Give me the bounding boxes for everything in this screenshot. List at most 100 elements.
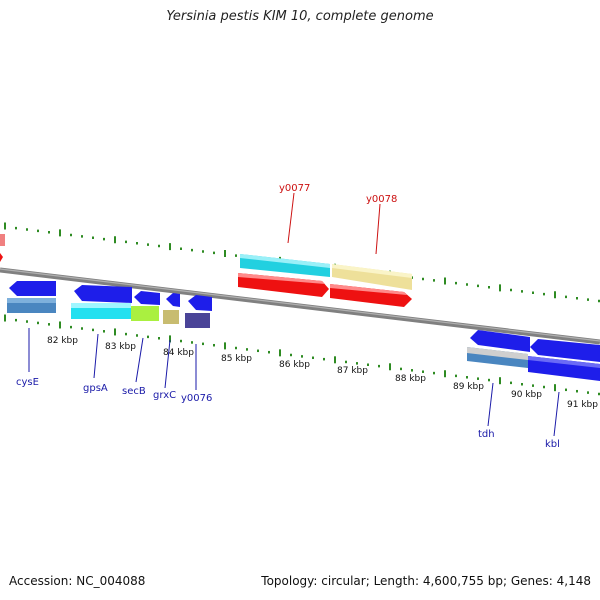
track-dot bbox=[378, 364, 380, 368]
track-dot bbox=[202, 342, 204, 346]
track-major-tick bbox=[334, 356, 336, 364]
accession-label: Accession: bbox=[9, 574, 73, 588]
track-dot bbox=[257, 349, 259, 353]
track-dot bbox=[37, 229, 39, 233]
track-major-tick bbox=[114, 328, 116, 336]
track-dot bbox=[598, 299, 600, 303]
track-dot bbox=[125, 332, 127, 336]
track-major-tick bbox=[169, 335, 171, 343]
tick-label: 82 kbp bbox=[47, 336, 78, 346]
track-dot bbox=[290, 353, 292, 357]
gene-label[interactable]: y0076 bbox=[181, 393, 212, 404]
track-major-tick bbox=[4, 222, 6, 230]
track-dot bbox=[466, 283, 468, 286]
track-dot bbox=[70, 233, 72, 237]
topology-value: circular bbox=[321, 574, 366, 588]
track-dot bbox=[48, 231, 50, 234]
accession-footer: Accession: NC_004088 bbox=[9, 574, 145, 588]
track-dot bbox=[26, 228, 28, 231]
track-dot bbox=[488, 378, 490, 382]
track-dot bbox=[235, 346, 237, 350]
accession-value: NC_004088 bbox=[76, 574, 146, 588]
track-dot bbox=[92, 236, 94, 239]
gene-y0078[interactable] bbox=[330, 264, 412, 307]
length-value: 4,600,755 bp bbox=[422, 574, 503, 588]
track-dot bbox=[576, 389, 578, 393]
track-major-tick bbox=[224, 250, 226, 257]
track-dot bbox=[345, 360, 347, 364]
gene-secB[interactable] bbox=[134, 291, 160, 305]
gene-tdh[interactable] bbox=[467, 330, 530, 368]
gene-label-callouts bbox=[28, 192, 560, 437]
gene-label[interactable]: cysE bbox=[16, 377, 39, 388]
track-dot bbox=[521, 382, 523, 386]
gene-label[interactable]: y0078 bbox=[366, 194, 397, 205]
track-dot bbox=[367, 363, 369, 366]
track-dot bbox=[510, 288, 512, 292]
tick-label: 84 kbp bbox=[163, 348, 194, 358]
track-major-tick bbox=[224, 342, 226, 350]
gene-kbl[interactable] bbox=[528, 339, 600, 381]
track-major-tick bbox=[554, 291, 556, 299]
track-dot bbox=[301, 355, 303, 358]
topology-label: Topology: bbox=[261, 574, 318, 588]
gene-label[interactable]: grxC bbox=[153, 390, 176, 401]
gene-label[interactable]: tdh bbox=[478, 429, 495, 440]
track-dot bbox=[455, 281, 457, 285]
track-dot bbox=[92, 328, 94, 332]
track-dot bbox=[521, 290, 523, 293]
track-dot bbox=[532, 291, 534, 294]
track-dot bbox=[466, 376, 468, 379]
track-dot bbox=[433, 371, 435, 375]
track-dot bbox=[477, 377, 479, 380]
tick-label: 90 kbp bbox=[511, 390, 542, 400]
track-dot bbox=[543, 292, 545, 296]
track-dot bbox=[356, 362, 358, 365]
track-dot bbox=[26, 320, 28, 323]
track-dot bbox=[433, 279, 435, 282]
genome-backbone bbox=[0, 267, 600, 345]
gene-label[interactable]: gpsA bbox=[83, 383, 108, 394]
gene-grxC[interactable] bbox=[163, 293, 180, 324]
track-dot bbox=[15, 318, 17, 322]
partial-feature-pink[interactable] bbox=[0, 234, 5, 246]
track-major-tick bbox=[59, 321, 61, 329]
track-dot bbox=[147, 243, 149, 246]
track-dot bbox=[323, 357, 325, 361]
map-title: Yersinia pestis KIM 10, complete genome bbox=[166, 9, 434, 24]
track-dot bbox=[213, 251, 215, 255]
tick-label: 86 kbp bbox=[279, 360, 310, 370]
track-major-tick bbox=[389, 363, 391, 371]
length-label: Length: bbox=[373, 574, 420, 588]
genes-value: 4,148 bbox=[556, 574, 591, 588]
gene-y0076[interactable] bbox=[185, 295, 212, 328]
track-dot bbox=[543, 385, 545, 389]
track-dot bbox=[202, 250, 204, 253]
track-dot bbox=[103, 237, 105, 241]
track-dot bbox=[268, 350, 270, 354]
gene-cysE[interactable] bbox=[7, 281, 56, 313]
track-dot bbox=[125, 240, 127, 244]
track-dot bbox=[565, 388, 567, 392]
gene-label[interactable]: kbl bbox=[545, 439, 560, 450]
gene-label[interactable]: y0077 bbox=[279, 183, 310, 194]
track-dot bbox=[312, 356, 314, 360]
genome-info-footer: Topology: circular; Length: 4,600,755 bp… bbox=[261, 574, 591, 588]
track-major-tick bbox=[279, 349, 281, 357]
track-dot bbox=[411, 369, 413, 372]
track-dot bbox=[180, 247, 182, 250]
track-dot bbox=[147, 335, 149, 339]
track-major-tick bbox=[499, 284, 501, 292]
track-major-tick bbox=[114, 236, 116, 244]
tick-label: 83 kbp bbox=[105, 342, 136, 352]
gene-y0077[interactable] bbox=[238, 254, 330, 297]
track-dot bbox=[81, 235, 83, 238]
track-dot bbox=[477, 284, 479, 288]
track-dot bbox=[532, 384, 534, 387]
gene-label[interactable]: secB bbox=[122, 386, 146, 397]
gene-gpsA[interactable] bbox=[71, 285, 159, 321]
partial-feature-red-arrow[interactable] bbox=[0, 253, 3, 262]
track-dot bbox=[15, 226, 17, 230]
track-dot bbox=[191, 248, 193, 252]
